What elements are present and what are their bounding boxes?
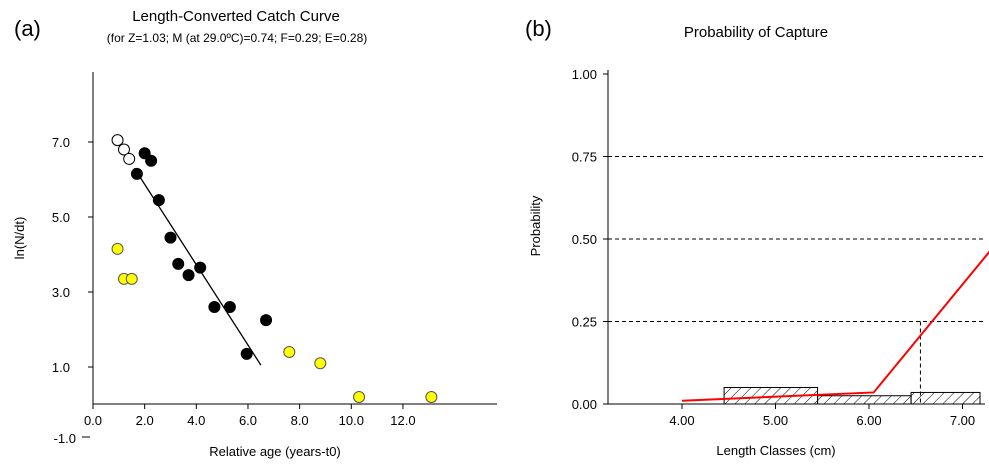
panel-a-used-point xyxy=(223,301,236,313)
panel-a-y-tick-label: 3.0 xyxy=(52,285,70,300)
panel-b-x-tick-label: 5.00 xyxy=(763,413,788,428)
panel-a-axes: 0.0 2.0 4.0 6.0 8.0 10.0 12.0 -1.0 1.0 3.0 5.0 7.0 xyxy=(52,72,497,446)
panel-a-used-point xyxy=(260,314,273,327)
panel-a-used-point xyxy=(152,194,165,207)
panel-b-y-axis-label: Probability xyxy=(528,195,543,256)
panel-b-axes: 4.005.006.007.008.000.000.250.500.751.00 xyxy=(572,67,985,428)
panel-a-excluded-point xyxy=(283,346,296,358)
panel-a-subtitle: (for Z=1.03; M (at 29.0ºC)=0.74; F=0.29;… xyxy=(107,31,368,45)
panel-a-excluded-point xyxy=(353,391,366,403)
panel-b-probability-curve xyxy=(681,250,989,402)
panel-a-used-point xyxy=(164,231,177,244)
panel-a-label: (a) xyxy=(14,16,41,41)
panel-b-y-tick-label: 0.00 xyxy=(572,397,597,412)
panel-a-x-tick-label: 10.0 xyxy=(339,413,364,428)
panel-a-plot-area xyxy=(111,134,438,403)
panel-b-y-tick-label: 0.50 xyxy=(572,232,597,247)
panel-a-x-tick-label: 8.0 xyxy=(291,413,309,428)
panel-a-open-point xyxy=(123,152,136,165)
panel-b-title: Probability of Capture xyxy=(684,24,828,41)
panel-a-y-axis-label: ln(N/dt) xyxy=(12,217,27,260)
panel-b-y-tick-label: 0.75 xyxy=(572,150,597,165)
panel-a-y-tick-label: 1.0 xyxy=(52,360,70,375)
panel-a-x-axis-label: Relative age (years-t0) xyxy=(209,444,341,459)
panel-a-used-point xyxy=(194,261,207,274)
panel-a-x-tick-label: 0.0 xyxy=(84,413,102,428)
panel-a-excluded-point xyxy=(314,357,327,370)
panel-a-y-tick-label: 7.0 xyxy=(52,135,70,150)
panel-b-x-axis-label: Length Classes (cm) xyxy=(716,443,835,458)
panel-a-open-point xyxy=(117,143,130,156)
panel-b-plot-area xyxy=(608,156,989,405)
panel-b-hatched-bar xyxy=(817,395,912,405)
panel-b-label: (b) xyxy=(525,16,552,41)
panel-b: (b) Probability of Capture Probability L… xyxy=(525,16,989,458)
panel-a-title: Length-Converted Catch Curve xyxy=(132,8,340,25)
panel-a-excluded-point xyxy=(125,272,138,285)
panel-a-excluded-point xyxy=(111,242,124,255)
panel-a-y-tick-label: 5.0 xyxy=(52,210,70,225)
panel-b-y-tick-label: 0.25 xyxy=(572,315,597,330)
panel-b-x-tick-label: 4.00 xyxy=(669,413,694,428)
panel-a-used-point xyxy=(138,147,151,160)
panel-a-x-tick-label: 6.0 xyxy=(239,413,257,428)
panel-a-x-tick-label: 12.0 xyxy=(390,413,415,428)
panel-b-x-tick-label: 7.00 xyxy=(950,413,975,428)
panel-a: (a) Length-Converted Catch Curve (for Z=… xyxy=(12,8,497,459)
panel-a-used-point xyxy=(240,347,253,360)
panel-b-y-tick-label: 1.00 xyxy=(572,67,597,82)
panel-a-excluded-point xyxy=(425,391,438,403)
panel-a-used-point xyxy=(208,301,221,313)
panel-b-x-tick-label: 6.00 xyxy=(856,413,881,428)
panel-b-hatched-bar xyxy=(910,391,981,405)
panel-a-y-tick-label: -1.0 xyxy=(54,431,76,446)
panel-a-used-point xyxy=(172,257,185,270)
panel-a-used-point xyxy=(145,154,158,167)
panel-a-x-tick-label: 2.0 xyxy=(136,413,154,428)
panel-a-used-point xyxy=(130,167,143,180)
panel-a-open-point xyxy=(111,134,124,147)
panel-a-x-tick-label: 4.0 xyxy=(187,413,205,428)
panel-a-used-point xyxy=(182,269,195,282)
